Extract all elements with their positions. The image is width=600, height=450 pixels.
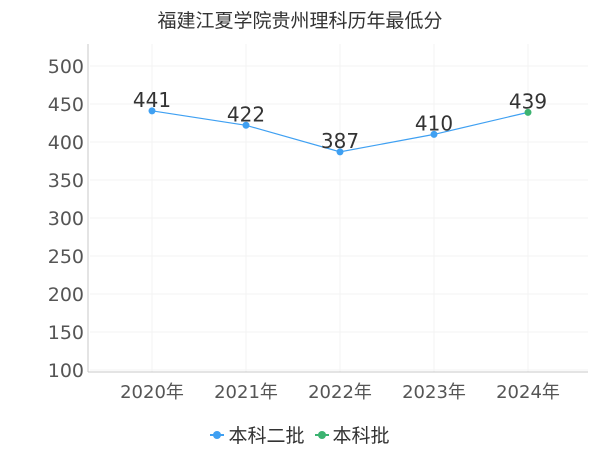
- legend: 本科二批 本科批: [0, 421, 600, 448]
- y-tick-label-1: 150: [48, 322, 84, 344]
- data-label-2: 387: [321, 129, 359, 153]
- x-tick-label-3: 2023年: [402, 382, 466, 403]
- legend-label-0: 本科二批: [228, 425, 305, 447]
- x-tick-label-2: 2022年: [308, 382, 372, 403]
- data-point-0: [148, 107, 156, 115]
- y-tick-label-8: 500: [48, 56, 84, 78]
- y-tick-label-5: 350: [48, 170, 84, 192]
- data-point-3: [430, 130, 438, 138]
- y-tick-label-4: 300: [48, 208, 84, 230]
- y-tick-label-7: 450: [48, 94, 84, 116]
- legend-item-0[interactable]: 本科二批: [210, 421, 304, 448]
- x-tick-label-4: 2024年: [496, 382, 560, 403]
- data-label-0: 441: [133, 88, 171, 112]
- data-point-1: [242, 121, 250, 129]
- y-tick-label-6: 400: [48, 132, 84, 154]
- legend-item-1[interactable]: 本科批: [314, 421, 390, 448]
- legend-swatch-0: [210, 430, 225, 440]
- chart-title: 福建江夏学院贵州理科历年最低分: [157, 10, 443, 32]
- x-tick-label-0: 2020年: [120, 382, 184, 403]
- data-point-4: [524, 108, 532, 116]
- data-point-2: [336, 148, 344, 156]
- y-tick-label-3: 250: [48, 246, 84, 268]
- legend-swatch-1: [314, 430, 329, 440]
- data-label-4: 439: [509, 89, 547, 113]
- y-tick-label-2: 200: [48, 284, 84, 306]
- legend-label-1: 本科批: [332, 425, 390, 447]
- y-tick-label-0: 100: [48, 360, 84, 382]
- data-label-1: 422: [227, 102, 265, 126]
- data-label-3: 410: [415, 111, 453, 135]
- x-tick-label-1: 2021年: [214, 382, 278, 403]
